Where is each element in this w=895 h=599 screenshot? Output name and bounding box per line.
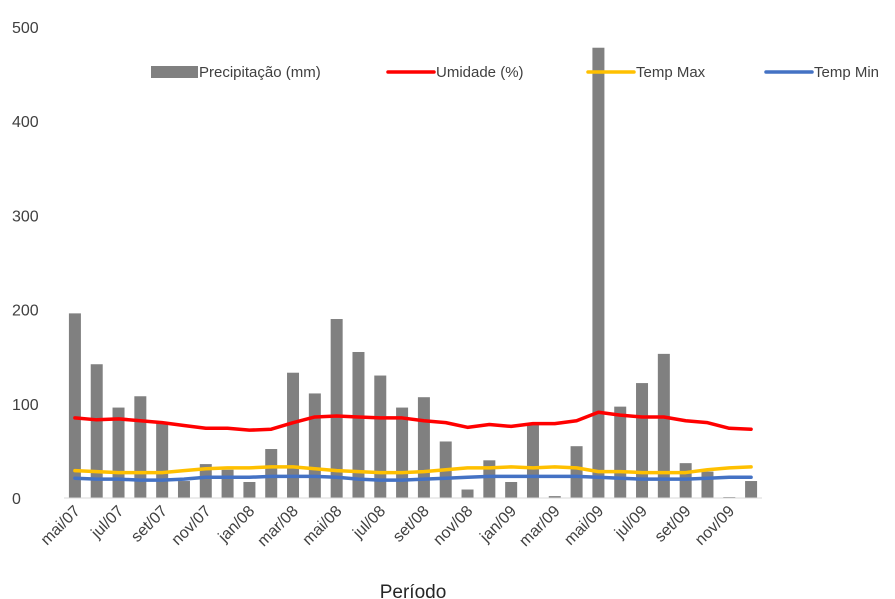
x-tick-label: jul/08	[349, 503, 389, 543]
y-tick-label: 200	[12, 303, 39, 320]
bar-ago-09	[657, 353, 670, 498]
line-series	[73, 410, 753, 482]
x-tick-label: mar/08	[255, 503, 302, 550]
x-tick-label: jan/09	[476, 503, 520, 547]
bar-jun-07	[90, 364, 103, 498]
bar-mai-08	[330, 319, 343, 498]
x-tick-label: mai/08	[300, 503, 346, 549]
bar-jun-09	[614, 406, 627, 498]
x-tick-label: jul/09	[611, 503, 651, 543]
y-axis-ticks: 0 100 200 300 400 500	[12, 20, 39, 508]
x-tick-label: set/08	[390, 503, 433, 546]
bar-nov-08	[461, 489, 474, 498]
x-tick-label: jul/07	[88, 503, 128, 543]
bar-ago-07	[134, 396, 147, 498]
x-tick-label: nov/08	[430, 503, 476, 549]
legend-label: Temp Max	[636, 64, 706, 81]
x-tick-label: set/09	[652, 503, 695, 546]
y-tick-label: 100	[12, 397, 39, 414]
bar-mai-09	[592, 47, 605, 498]
x-tick-label: nov/09	[692, 503, 738, 549]
line-umidade	[73, 410, 753, 432]
x-tick-label: mai/09	[561, 503, 607, 549]
line-temp-max	[73, 465, 753, 475]
bar-set-08	[417, 397, 430, 498]
x-tick-label: mai/07	[38, 503, 84, 549]
bar-jul-08	[374, 375, 387, 498]
legend-label: Precipitação (mm)	[199, 64, 321, 81]
bar-abr-08	[308, 393, 321, 498]
bar-set-07	[156, 422, 169, 498]
bar-jul-09	[636, 383, 649, 498]
legend-label: Temp Min	[814, 64, 879, 81]
bar-fev-08	[265, 449, 278, 498]
x-tick-label: nov/07	[169, 503, 215, 549]
bar-nov-07	[199, 464, 212, 498]
y-tick-label: 500	[12, 20, 39, 37]
y-tick-label: 400	[12, 114, 39, 131]
bar-jun-08	[352, 351, 365, 498]
legend: Precipitação (mm) Umidade (%) Temp Max Temp…	[151, 64, 879, 81]
bar-out-07	[177, 481, 190, 498]
x-tick-label: jan/08	[215, 503, 259, 547]
x-tick-label: mar/09	[516, 503, 563, 550]
bar-ago-08	[396, 407, 409, 498]
legend-label: Umidade (%)	[436, 64, 524, 81]
bar-mar-08	[287, 372, 300, 498]
bar-fev-09	[526, 424, 539, 498]
bar-dez-07	[221, 469, 234, 498]
bar-jul-07	[112, 407, 125, 498]
line-temp-min	[73, 474, 753, 482]
x-axis-title: Período	[380, 582, 447, 599]
bar-mai-07	[68, 313, 81, 498]
y-tick-label: 300	[12, 208, 39, 225]
bar-jan-08	[243, 481, 256, 498]
bar-dez-09	[745, 481, 758, 498]
y-tick-label: 0	[12, 491, 21, 508]
x-tick-label: set/07	[128, 503, 171, 546]
legend-swatch	[151, 66, 198, 78]
bar-dez-08	[483, 460, 496, 498]
bar-mar-09	[548, 496, 561, 498]
bar-jan-09	[505, 481, 518, 498]
precipitation-bars	[68, 47, 758, 498]
bar-abr-09	[570, 446, 583, 498]
bar-out-09	[701, 471, 714, 498]
